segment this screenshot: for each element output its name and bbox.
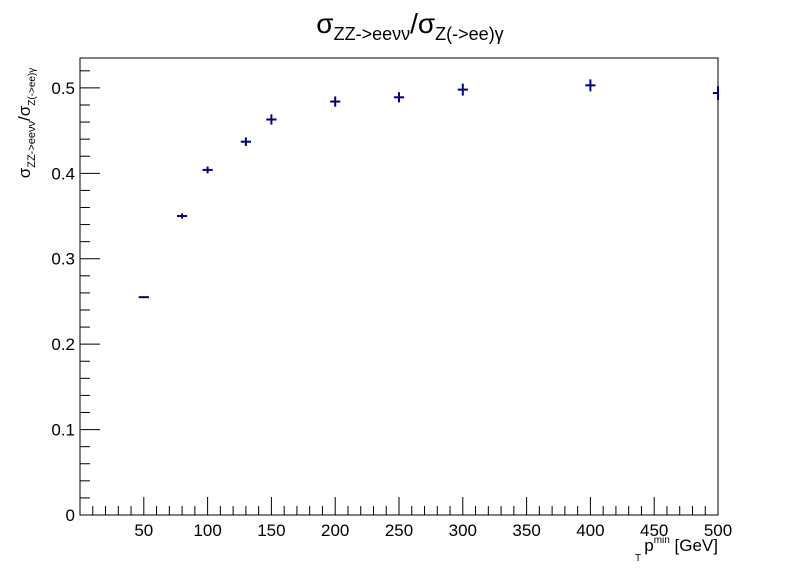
x-tick-label: 450: [640, 521, 668, 540]
ylabel-sigma-den: σ: [15, 105, 34, 116]
x-tick-label: 500: [704, 521, 732, 540]
x-tick-label: 300: [449, 521, 477, 540]
data-point: [330, 96, 341, 107]
data-point: [138, 296, 149, 299]
data-point: [585, 79, 596, 92]
title-den-subscript: Z(->ee)γ: [435, 24, 504, 44]
title-slash: /: [410, 8, 418, 39]
title-num-subscript: ZZ->eeνν: [334, 24, 411, 44]
data-point: [266, 114, 277, 125]
x-axis-label: pmin [GeV]: [644, 535, 718, 555]
x-tick-label: 100: [193, 521, 221, 540]
x-tick-label: 400: [576, 521, 604, 540]
data-point: [712, 86, 719, 100]
ylabel-num-subscript: ZZ->eeνν: [26, 121, 38, 168]
x-tick-label: 250: [385, 521, 413, 540]
xlabel-unit: [GeV]: [670, 536, 718, 555]
ylabel-slash: /: [15, 116, 34, 121]
ylabel-sigma-num: σ: [15, 167, 34, 178]
data-point: [202, 166, 213, 174]
plot-frame: [79, 57, 719, 516]
y-tick-label: 0.4: [51, 164, 75, 183]
data-markers: [138, 79, 719, 299]
y-tick-label: 0.5: [51, 79, 75, 98]
data-point: [393, 92, 405, 103]
y-axis-label: σZZ->eeνν/σZ(->ee)γ: [15, 68, 38, 179]
x-tick-label: 150: [257, 521, 285, 540]
xlabel-base: p: [644, 536, 653, 555]
data-point: [176, 213, 188, 219]
x-tick-label: 200: [321, 521, 349, 540]
y-tick-label: 0.1: [51, 421, 75, 440]
xlabel-superscript: min: [654, 535, 670, 546]
x-tick-label: 50: [134, 521, 153, 540]
x-tick-label: 350: [512, 521, 540, 540]
ylabel-den-subscript: Z(->ee)γ: [27, 68, 38, 106]
data-point: [457, 83, 468, 96]
title-sigma-den: σ: [418, 8, 435, 39]
title-sigma-num: σ: [316, 8, 333, 39]
data-point: [240, 137, 251, 146]
axes: 50 100 150 200 250 300 350 400 450 500 0 0.1 0.2 0.3 0…: [51, 57, 732, 540]
y-tick-label: 0: [66, 506, 75, 525]
y-tick-label: 0.3: [51, 250, 75, 269]
chart-title: σZZ->eeνν/σZ(->ee)γ: [316, 8, 503, 44]
xlabel-subscript: T: [635, 553, 641, 564]
y-tick-label: 0.2: [51, 335, 75, 354]
